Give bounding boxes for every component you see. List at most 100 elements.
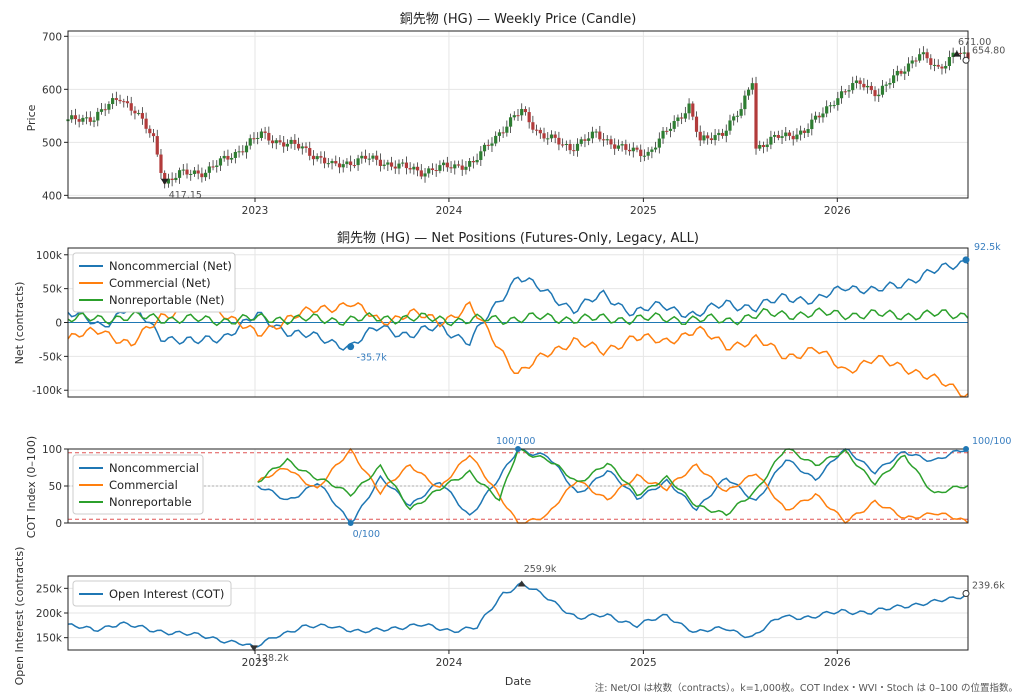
nonreportable-net-line bbox=[67, 307, 969, 327]
x-tick-label: 2025 bbox=[630, 205, 657, 217]
candle-body bbox=[259, 131, 263, 138]
candle-body bbox=[393, 166, 397, 169]
candle-body bbox=[951, 52, 955, 58]
candle-body bbox=[497, 132, 502, 136]
candle-body bbox=[765, 144, 769, 148]
candle-body bbox=[177, 170, 182, 178]
candle-body bbox=[319, 156, 323, 158]
candle-body bbox=[207, 166, 211, 173]
price-min-label: 417.15 bbox=[169, 190, 202, 201]
net-annotations: -35.7k 92.5k bbox=[347, 242, 1001, 364]
candle-body bbox=[408, 168, 412, 170]
candle-body bbox=[99, 109, 104, 112]
candle-body bbox=[423, 173, 427, 177]
legend-label: Commercial bbox=[109, 478, 178, 492]
candle-body bbox=[241, 151, 245, 153]
candle-body bbox=[601, 139, 606, 141]
net-panel-title: 銅先物 (HG) — Net Positions (Futures-Only, … bbox=[337, 231, 699, 246]
y-tick-label: -100k bbox=[32, 385, 63, 397]
candle-body bbox=[843, 91, 847, 93]
price-y-label: Price bbox=[25, 104, 38, 131]
candle-body bbox=[267, 132, 271, 141]
candle-body bbox=[185, 169, 189, 175]
candle-body bbox=[133, 110, 137, 114]
candle-body bbox=[799, 130, 803, 135]
cot-last-marker bbox=[963, 446, 969, 452]
candle-body bbox=[594, 131, 598, 133]
candle-body bbox=[754, 83, 758, 149]
candle-body bbox=[341, 164, 345, 168]
candle-body bbox=[166, 178, 171, 184]
candle-body bbox=[352, 165, 356, 167]
legend-label: Commercial (Net) bbox=[109, 276, 211, 290]
candle-body bbox=[676, 117, 680, 122]
cot-max-marker bbox=[515, 446, 521, 452]
candle-body bbox=[776, 134, 780, 138]
cot-legend: Noncommercial Commercial Nonreportable bbox=[72, 454, 204, 515]
candle-body bbox=[233, 151, 237, 158]
y-tick-label: 700 bbox=[42, 31, 62, 43]
candle-body bbox=[635, 147, 639, 150]
candle-body bbox=[962, 52, 966, 54]
candle-body bbox=[174, 177, 178, 181]
nonreportable-cot-line bbox=[257, 448, 969, 517]
candle-body bbox=[691, 103, 695, 117]
candle-body bbox=[546, 138, 550, 140]
net-min-label: -35.7k bbox=[357, 353, 388, 364]
candle-body bbox=[892, 75, 896, 84]
candle-body bbox=[323, 157, 327, 164]
price-x-ticks: 2023 2024 2025 2026 bbox=[242, 198, 851, 217]
candle-body bbox=[899, 70, 903, 74]
x-tick-label: 2026 bbox=[824, 657, 851, 669]
candle-body bbox=[836, 98, 840, 106]
cot-min-marker bbox=[347, 520, 354, 526]
candle-body bbox=[289, 139, 293, 144]
candle-body bbox=[315, 156, 319, 160]
candle-body bbox=[412, 166, 416, 170]
candle-body bbox=[616, 145, 621, 149]
candle-body bbox=[780, 136, 784, 138]
candle-body bbox=[382, 164, 386, 166]
candle-body bbox=[583, 139, 587, 141]
oi-panel: Open Interest (contracts) 250k 200k 150k 1… bbox=[13, 547, 1005, 686]
oi-plot-frame bbox=[67, 575, 969, 651]
candle-body bbox=[557, 137, 561, 145]
candle-body bbox=[125, 101, 130, 104]
candle-body bbox=[401, 162, 405, 164]
y-tick-label: 100 bbox=[42, 444, 62, 456]
candle-body bbox=[631, 147, 635, 152]
candle-body bbox=[453, 164, 457, 169]
commercial-net-line bbox=[67, 299, 969, 398]
candle-body bbox=[724, 130, 728, 136]
candle-body bbox=[854, 80, 859, 84]
candle-body bbox=[821, 113, 825, 118]
candle-body bbox=[698, 131, 702, 141]
candle-body bbox=[520, 109, 524, 116]
candle-body bbox=[914, 60, 918, 62]
candle-body bbox=[668, 128, 673, 131]
y-tick-label: 250k bbox=[36, 583, 63, 595]
candle-body bbox=[895, 70, 899, 76]
candle-body bbox=[750, 83, 754, 90]
candle-body bbox=[639, 149, 643, 157]
candle-body bbox=[151, 133, 156, 137]
candle-body bbox=[929, 58, 933, 65]
candle-body bbox=[456, 164, 461, 166]
candle-body bbox=[877, 94, 881, 97]
candle-body bbox=[932, 64, 937, 66]
candle-body bbox=[211, 166, 215, 168]
candle-body bbox=[884, 84, 888, 86]
candle-body bbox=[148, 128, 152, 134]
y-tick-label: 500 bbox=[42, 137, 62, 149]
oi-min-marker bbox=[249, 645, 258, 652]
oi-legend: Open Interest (COT) bbox=[72, 580, 232, 607]
candle-body bbox=[278, 140, 282, 143]
candle-body bbox=[784, 132, 788, 137]
candle-body bbox=[817, 115, 821, 118]
candle-body bbox=[527, 112, 531, 123]
price-plot-frame bbox=[67, 30, 969, 199]
candle-body bbox=[847, 90, 851, 92]
cot-y-ticks: 100 50 0 bbox=[42, 444, 68, 530]
net-y-ticks: 100k 50k 0 -50k -100k bbox=[32, 250, 68, 397]
candle-body bbox=[687, 103, 691, 114]
